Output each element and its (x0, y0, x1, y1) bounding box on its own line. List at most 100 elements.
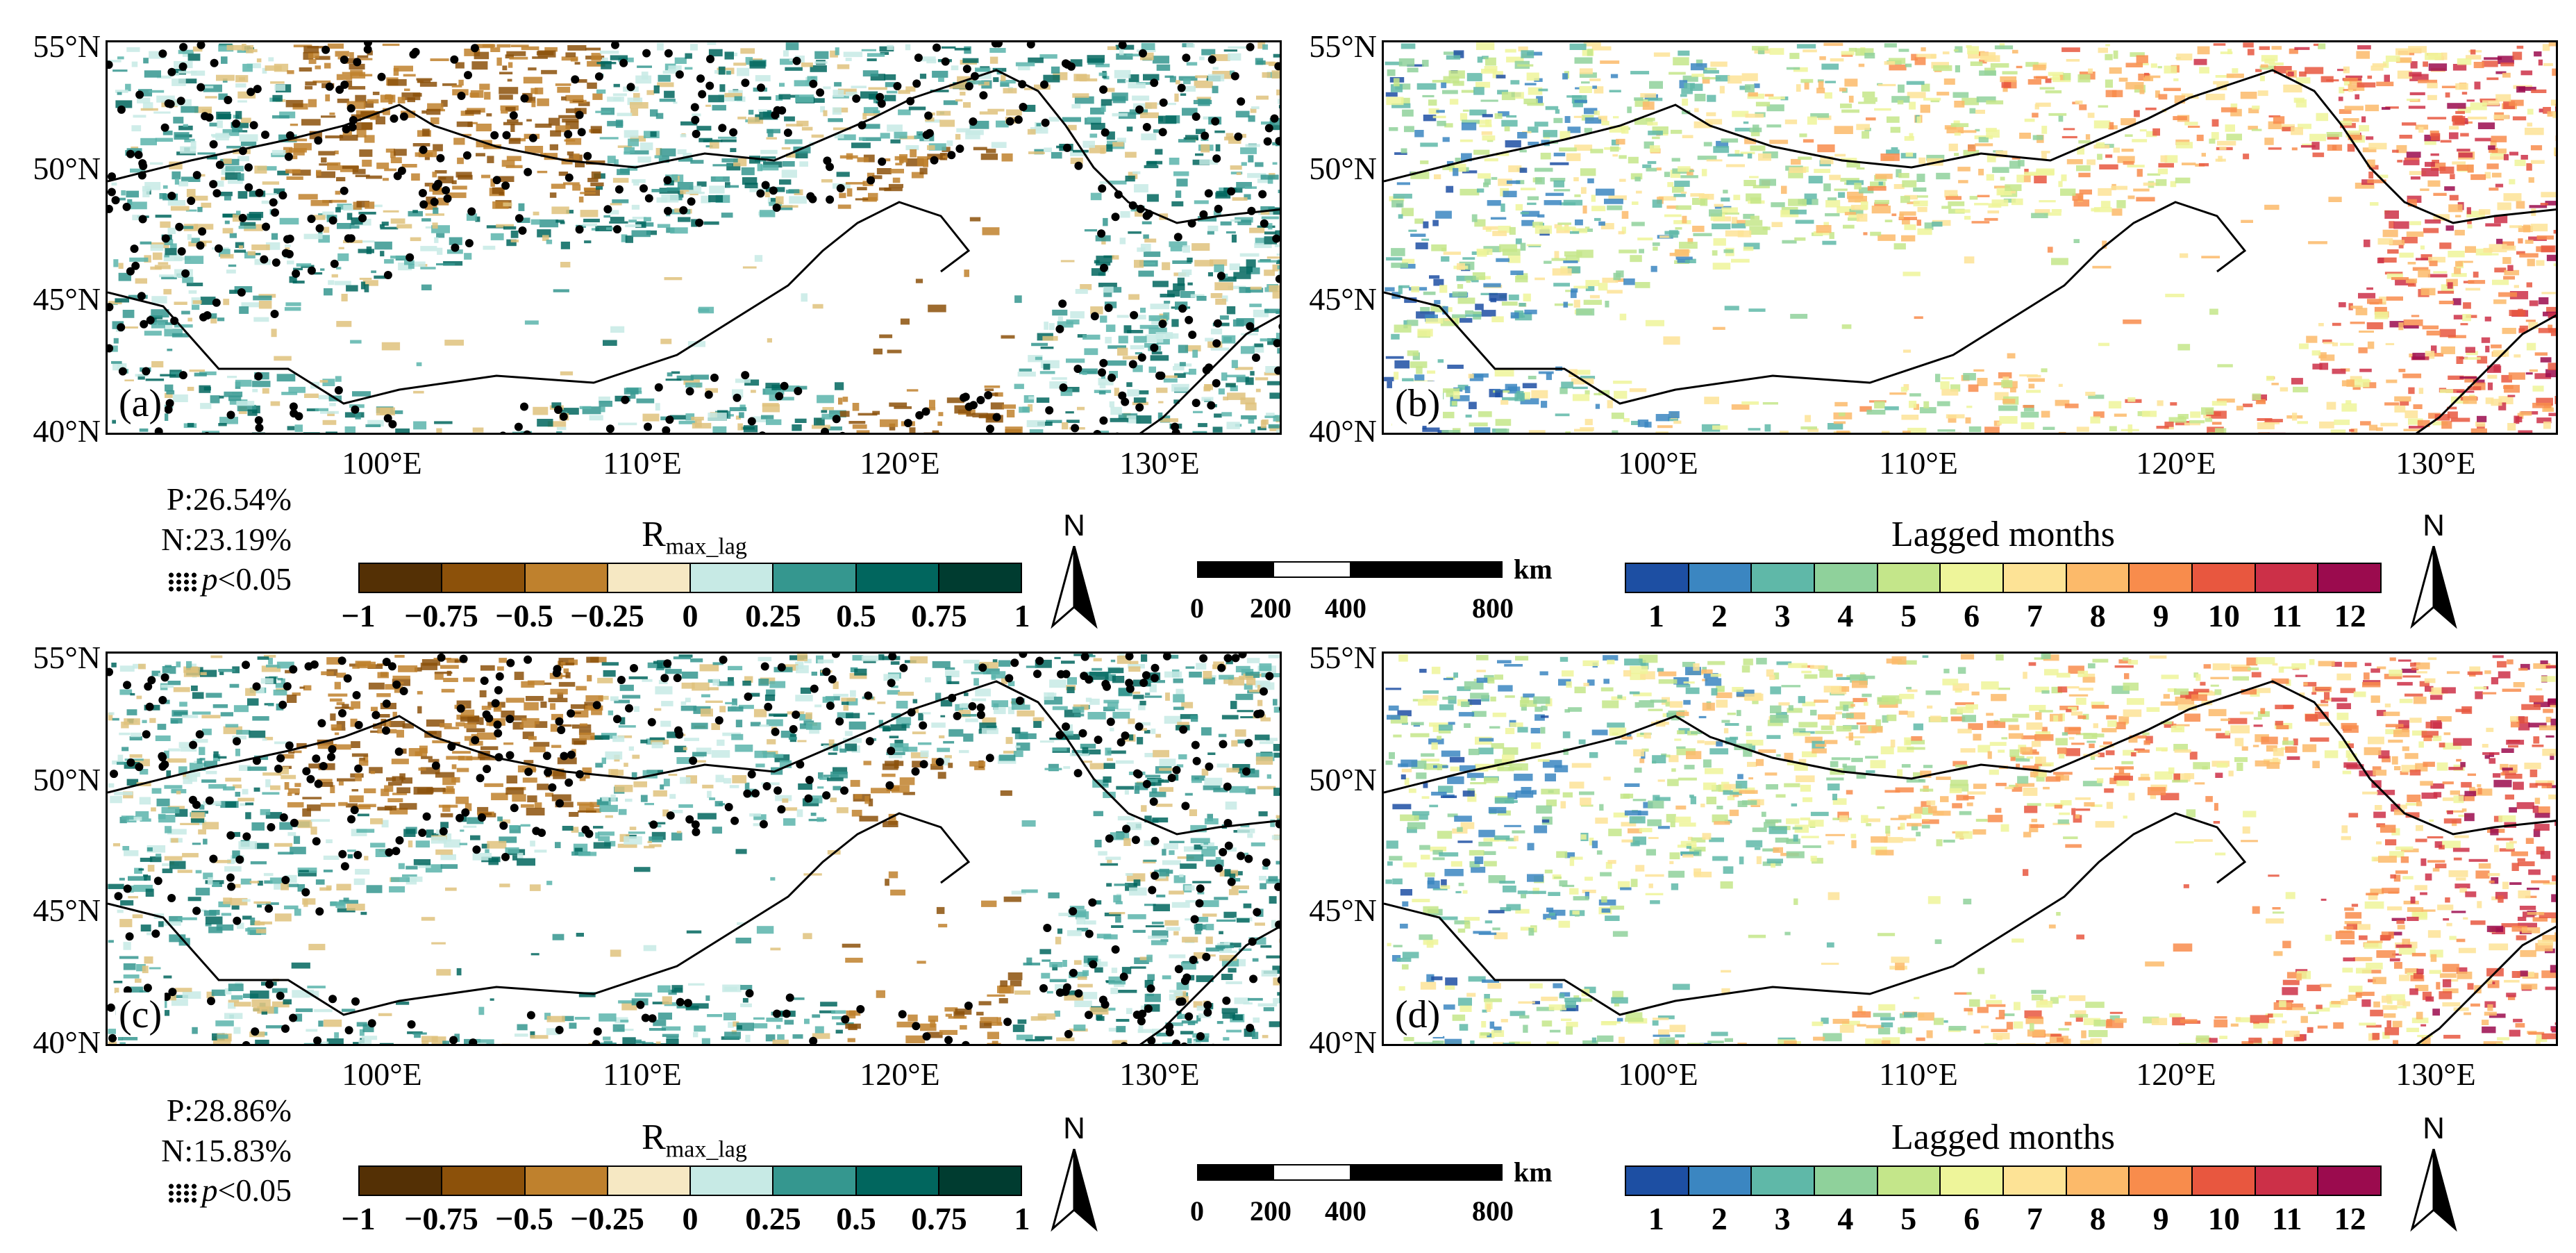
vegetation-pixel (560, 262, 571, 268)
vegetation-pixel (117, 1036, 123, 1040)
vegetation-pixel (828, 118, 843, 122)
vegetation-pixel (192, 304, 200, 310)
vegetation-pixel (287, 426, 295, 431)
vegetation-pixel (1235, 665, 1251, 672)
vegetation-pixel (355, 94, 367, 103)
vegetation-pixel (687, 341, 705, 347)
vegetation-pixel (1523, 99, 1538, 104)
vegetation-pixel (2425, 53, 2443, 60)
vegetation-pixel (1185, 135, 1198, 140)
vegetation-pixel (976, 1011, 984, 1015)
vegetation-pixel (2554, 103, 2556, 108)
vegetation-pixel (1090, 107, 1105, 115)
vegetation-pixel (1937, 429, 1955, 432)
vegetation-pixel (1804, 193, 1817, 199)
vegetation-pixel (1630, 255, 1642, 263)
vegetation-pixel (252, 381, 271, 388)
vegetation-pixel (801, 63, 813, 67)
vegetation-pixel (1246, 677, 1256, 686)
vegetation-pixel (890, 661, 900, 665)
vegetation-pixel (1754, 83, 1760, 88)
significance-dot (575, 110, 584, 119)
vegetation-pixel (201, 202, 212, 208)
vegetation-pixel (1788, 199, 1807, 206)
vegetation-pixel (506, 51, 526, 56)
vegetation-pixel (551, 206, 569, 215)
vegetation-pixel (1249, 304, 1262, 308)
vegetation-pixel (335, 376, 342, 382)
vegetation-pixel (1272, 264, 1280, 272)
vegetation-pixel (304, 85, 313, 90)
vegetation-pixel (2002, 399, 2016, 404)
vegetation-pixel (1523, 293, 1531, 301)
vegetation-pixel (1823, 42, 1843, 47)
vegetation-pixel (1734, 127, 1750, 132)
vegetation-pixel (499, 72, 513, 75)
significance-dot (528, 133, 537, 142)
vegetation-pixel (1706, 159, 1723, 162)
vegetation-pixel (2409, 72, 2422, 77)
significance-dot (1059, 383, 1068, 392)
vegetation-pixel (1520, 242, 1526, 251)
vegetation-pixel (403, 74, 416, 77)
vegetation-pixel (595, 225, 612, 231)
vegetation-pixel (1434, 174, 1441, 180)
vegetation-pixel (1579, 72, 1597, 78)
vegetation-pixel (1637, 420, 1649, 427)
vegetation-pixel (274, 188, 285, 194)
vegetation-pixel (1571, 288, 1578, 293)
vegetation-pixel (2427, 180, 2441, 187)
vegetation-pixel (212, 135, 231, 138)
vegetation-pixel (1478, 173, 1491, 179)
vegetation-pixel (335, 51, 349, 57)
vegetation-pixel (1001, 677, 1007, 684)
vegetation-pixel (759, 112, 778, 120)
vegetation-pixel (2368, 424, 2378, 431)
vegetation-pixel (707, 790, 712, 798)
vegetation-pixel (2468, 280, 2486, 284)
vegetation-pixel (181, 226, 194, 229)
vegetation-pixel (1198, 423, 1207, 427)
vegetation-pixel (594, 735, 610, 740)
vegetation-pixel (2408, 106, 2426, 109)
vegetation-pixel (807, 76, 818, 82)
vegetation-pixel (187, 317, 192, 322)
vegetation-pixel (1014, 990, 1030, 995)
vegetation-pixel (466, 213, 478, 221)
vegetation-pixel (169, 161, 183, 169)
vegetation-pixel (2348, 84, 2365, 91)
vegetation-pixel (2451, 273, 2467, 277)
vegetation-pixel (2035, 102, 2051, 107)
vegetation-pixel (1889, 392, 1907, 395)
vegetation-pixel (2488, 145, 2495, 150)
vegetation-pixel (2385, 106, 2399, 109)
vegetation-pixel (274, 913, 292, 922)
vegetation-pixel (1487, 139, 1494, 142)
vegetation-pixel (601, 406, 605, 413)
vegetation-pixel (149, 856, 162, 863)
vegetation-pixel (1244, 1028, 1255, 1037)
vegetation-pixel (1684, 258, 1696, 263)
significance-dot (179, 42, 188, 51)
vegetation-pixel (880, 419, 898, 427)
vegetation-pixel (258, 880, 263, 886)
vegetation-pixel (2538, 59, 2543, 66)
vegetation-pixel (201, 109, 212, 116)
vegetation-pixel (2144, 75, 2161, 78)
vegetation-pixel (941, 46, 956, 49)
vegetation-pixel (2127, 397, 2136, 402)
vegetation-pixel (1114, 69, 1131, 78)
vegetation-pixel (2163, 88, 2181, 92)
vegetation-pixel (126, 47, 140, 52)
vegetation-pixel (375, 116, 385, 125)
vegetation-pixel (149, 717, 156, 723)
vegetation-pixel (1144, 753, 1153, 758)
vegetation-pixel (724, 92, 742, 97)
vegetation-pixel (1746, 193, 1762, 201)
vegetation-pixel (630, 102, 649, 109)
vegetation-pixel (1200, 846, 1218, 850)
vegetation-pixel (2025, 62, 2039, 67)
vegetation-pixel (456, 121, 473, 127)
significance-dot (1118, 391, 1127, 400)
vegetation-pixel (357, 55, 369, 58)
